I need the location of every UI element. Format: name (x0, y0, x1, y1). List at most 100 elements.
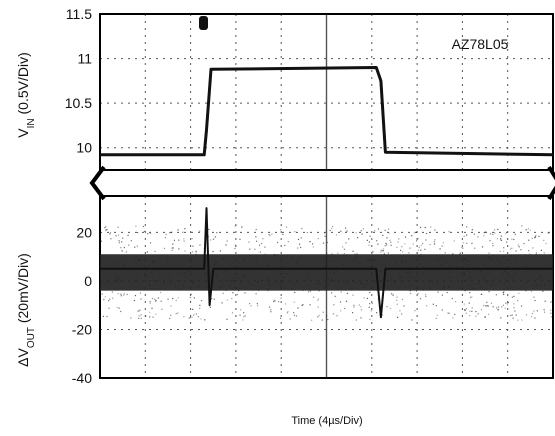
noise-speck (360, 306, 362, 308)
noise-speck (356, 253, 358, 255)
x-axis-label: Time (4µs/Div) (291, 415, 362, 427)
noise-speck (346, 230, 348, 232)
noise-speck (500, 239, 502, 241)
noise-speck (429, 258, 431, 260)
noise-speck (109, 232, 112, 234)
noise-speck (361, 233, 363, 235)
noise-speck (231, 279, 233, 282)
noise-speck (171, 231, 173, 233)
noise-speck (140, 317, 142, 320)
noise-speck (188, 317, 190, 319)
noise-speck (179, 288, 181, 290)
noise-speck (466, 242, 468, 244)
traces (100, 16, 554, 321)
noise-speck (145, 274, 147, 276)
noise-speck (366, 297, 369, 300)
noise-speck (138, 317, 140, 320)
noise-speck (441, 245, 443, 247)
noise-speck (151, 307, 153, 309)
noise-speck (513, 303, 515, 305)
noise-speck (149, 316, 151, 318)
noise-speck (200, 318, 202, 320)
noise-speck (309, 304, 311, 306)
noise-speck (385, 242, 387, 245)
noise-speck (428, 279, 430, 281)
noise-speck (268, 233, 270, 236)
noise-speck (368, 241, 370, 243)
noise-speck (256, 263, 258, 265)
noise-speck (408, 271, 411, 273)
noise-speck (376, 240, 378, 242)
noise-speck (228, 285, 230, 287)
y-axis-label-vout: ΔVOUT (20mV/Div) (15, 253, 37, 367)
noise-speck (483, 235, 485, 237)
noise-speck (220, 285, 222, 287)
noise-speck (243, 275, 246, 277)
axis-labels: 11.5 11 10.5 10 20 0 -20 -40 (65, 6, 555, 386)
noise-speck (501, 258, 503, 260)
noise-speck (172, 247, 174, 249)
noise-speck (527, 228, 530, 230)
noise-speck (239, 278, 241, 281)
noise-speck (488, 252, 490, 254)
noise-speck (155, 300, 157, 302)
noise-speck (342, 254, 344, 257)
noise-speck (237, 267, 239, 269)
y-tick-label: -40 (72, 370, 92, 386)
noise-speck (345, 242, 347, 244)
noise-speck (307, 291, 310, 293)
noise-speck (497, 309, 499, 311)
noise-speck (413, 255, 415, 257)
noise-speck (190, 262, 192, 264)
noise-speck (135, 255, 138, 257)
noise-speck (391, 293, 393, 295)
y-axis-label-vout-suffix: (20mV/Div) (15, 253, 31, 327)
noise-speck (181, 258, 183, 260)
noise-speck (420, 244, 422, 247)
noise-speck (344, 227, 347, 229)
noise-speck (249, 248, 251, 250)
noise-speck (333, 271, 336, 274)
noise-speck (355, 319, 357, 321)
noise-speck (538, 235, 540, 238)
noise-speck (280, 297, 282, 299)
noise-speck (167, 281, 169, 283)
noise-speck (487, 313, 490, 315)
noise-speck (534, 236, 536, 239)
noise-speck (503, 282, 506, 284)
noise-speck (448, 266, 451, 268)
noise-speck (492, 306, 494, 308)
noise-speck (330, 279, 332, 282)
noise-speck (377, 228, 380, 230)
noise-speck (511, 276, 514, 279)
noise-speck (383, 255, 385, 258)
noise-speck (433, 241, 435, 243)
noise-speck (407, 279, 409, 281)
noise-speck (492, 242, 494, 244)
noise-speck (468, 302, 470, 304)
y-tick-label: 20 (76, 224, 92, 240)
noise-speck (344, 307, 346, 310)
noise-speck (550, 316, 552, 318)
noise-speck (448, 231, 450, 233)
noise-speck (533, 296, 535, 298)
noise-speck (238, 261, 240, 263)
noise-speck (545, 243, 547, 245)
noise-speck (243, 312, 245, 314)
noise-speck (333, 260, 335, 262)
noise-speck (234, 287, 236, 289)
noise-speck (475, 310, 477, 313)
noise-speck (461, 246, 463, 249)
noise-speck (362, 286, 365, 288)
noise-speck (471, 242, 473, 245)
noise-speck (471, 307, 473, 309)
noise-speck (423, 272, 425, 274)
noise-speck (280, 229, 282, 231)
noise-speck (297, 247, 299, 249)
noise-speck (348, 238, 350, 240)
noise-speck (469, 315, 471, 317)
noise-speck (497, 306, 500, 308)
noise-speck (100, 240, 102, 242)
noise-speck (504, 307, 506, 309)
noise-speck (397, 273, 399, 275)
